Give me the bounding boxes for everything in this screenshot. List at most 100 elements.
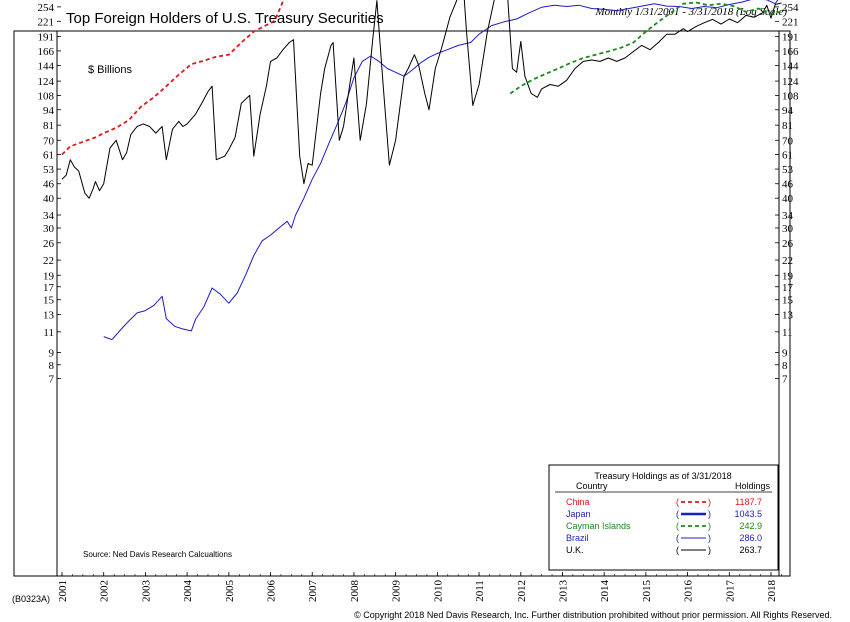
- y-tick-label-left: 81: [43, 120, 54, 132]
- x-tick-label: 2012: [516, 580, 528, 602]
- copyright-note: © Copyright 2018 Ned Davis Research, Inc…: [354, 610, 832, 620]
- legend-paren-close: ): [708, 521, 711, 531]
- y-tick-label-right: 17: [782, 282, 794, 294]
- y-tick-label-left: 9: [49, 348, 55, 360]
- y-tick-label-left: 40: [43, 193, 55, 205]
- legend-paren-open: (: [676, 509, 679, 519]
- y-tick-label-right: 61: [782, 150, 793, 162]
- x-tick-label: 2001: [57, 580, 69, 602]
- y-tick-label-right: 11: [782, 327, 793, 339]
- y-tick-label-left: 26: [43, 238, 55, 250]
- chart-title: Top Foreign Holders of U.S. Treasury Sec…: [66, 10, 384, 27]
- x-tick-label: 2018: [766, 580, 778, 603]
- source-note: Source: Ned Davis Research Calcualtions: [83, 550, 232, 559]
- legend-value-china: 1187.7: [735, 497, 762, 507]
- legend-paren-open: (: [676, 545, 679, 555]
- y-tick-label-right: 81: [782, 120, 793, 132]
- legend-value-japan: 1043.5: [734, 509, 762, 519]
- legend-paren-close: ): [708, 545, 711, 555]
- x-tick-label: 2010: [432, 580, 444, 603]
- y-tick-label-right: 108: [782, 90, 799, 102]
- x-tick-label: 2006: [266, 580, 278, 603]
- y-tick-label-left: 70: [43, 135, 55, 147]
- y-tick-label-right: 124: [782, 76, 799, 88]
- y-tick-label-right: 26: [782, 238, 794, 250]
- x-tick-label: 2003: [140, 580, 152, 603]
- y-tick-label-right: 191: [782, 31, 799, 43]
- x-tick-label: 2002: [99, 580, 111, 602]
- x-tick-label: 2016: [683, 580, 695, 603]
- y-tick-label-right: 30: [782, 223, 794, 235]
- y-tick-label-right: 221: [782, 16, 799, 28]
- x-tick-label: 2008: [349, 580, 361, 603]
- y-tick-label-left: 8: [49, 360, 55, 372]
- legend-col-holdings: Holdings: [735, 481, 771, 491]
- y-tick-label-right: 15: [782, 295, 794, 307]
- y-tick-label-left: 22: [43, 255, 54, 267]
- series-line-cayman-islands: [509, 1, 782, 95]
- y-tick-label-left: 19: [43, 270, 55, 282]
- y-tick-label-left: 124: [38, 76, 55, 88]
- y-tick-label-right: 8: [782, 360, 788, 372]
- y-tick-label-left: 94: [43, 105, 55, 117]
- units-label: $ Billions: [88, 64, 133, 76]
- y-tick-label-right: 144: [782, 61, 799, 73]
- y-tick-label-right: 70: [782, 135, 794, 147]
- x-tick-label: 2015: [641, 580, 653, 603]
- y-tick-label-left: 53: [43, 164, 55, 176]
- legend-label-china: China: [566, 497, 590, 507]
- legend-paren-open: (: [676, 497, 679, 507]
- x-tick-label: 2011: [474, 580, 486, 602]
- legend-col-country: Country: [576, 481, 608, 491]
- series-lines: [61, 0, 782, 341]
- series-line-brazil: [103, 0, 779, 341]
- legend-value-u-k-: 263.7: [739, 545, 762, 555]
- x-tick-label: 2009: [391, 580, 403, 603]
- y-tick-label-left: 34: [43, 210, 55, 222]
- y-tick-label-left: 17: [43, 282, 55, 294]
- x-tick-label: 2007: [307, 580, 319, 603]
- y-tick-label-left: 15: [43, 295, 55, 307]
- series-line-u-k-: [61, 0, 782, 199]
- y-tick-label-left: 166: [38, 46, 55, 58]
- legend-paren-close: ): [708, 509, 711, 519]
- chart-code: (B0323A): [12, 594, 50, 604]
- x-tick-label: 2017: [724, 580, 736, 603]
- y-tick-label-left: 221: [38, 16, 55, 28]
- y-tick-label-right: 7: [782, 374, 788, 386]
- legend-paren-open: (: [676, 533, 679, 543]
- legend-label-u-k-: U.K.: [566, 545, 584, 555]
- y-tick-label-right: 46: [782, 179, 794, 191]
- y-tick-label-left: 30: [43, 223, 55, 235]
- y-tick-label-left: 11: [43, 327, 54, 339]
- x-tick-label: 2013: [557, 580, 569, 603]
- x-tick-label: 2014: [599, 580, 611, 603]
- y-tick-label-right: 19: [782, 270, 794, 282]
- y-tick-label-right: 94: [782, 105, 794, 117]
- y-tick-label-right: 53: [782, 164, 794, 176]
- legend-label-brazil: Brazil: [566, 533, 589, 543]
- y-tick-label-right: 40: [782, 193, 794, 205]
- x-tick-label: 2005: [224, 580, 236, 603]
- y-tick-label-right: 22: [782, 255, 793, 267]
- x-axis: 2001 2002 2003 2004 2005 2006 2007 2008 2009 2010…: [57, 572, 782, 603]
- y-tick-label-right: 254: [782, 2, 799, 14]
- y-tick-label-left: 254: [38, 2, 55, 14]
- plot-frame: [56, 30, 780, 577]
- y-tick-label-left: 61: [43, 150, 54, 162]
- y-tick-label-right: 34: [782, 210, 794, 222]
- y-tick-label-right: 13: [782, 310, 794, 322]
- legend: Treasury Holdings as of 3/31/2018 Countr…: [548, 464, 779, 571]
- legend-box: [548, 464, 779, 571]
- legend-paren-close: ): [708, 533, 711, 543]
- y-tick-label-left: 108: [38, 90, 55, 102]
- legend-title: Treasury Holdings as of 3/31/2018: [594, 471, 731, 481]
- legend-rows: China () 1187.7 Japan () 1043.5 Cayman Islands…: [566, 497, 762, 555]
- y-tick-label-right: 9: [782, 348, 788, 360]
- y-tick-label-left: 144: [38, 61, 55, 73]
- legend-paren-open: (: [676, 521, 679, 531]
- x-tick-label: 2004: [182, 580, 194, 603]
- y-tick-label-right: 166: [782, 46, 799, 58]
- y-tick-label-left: 13: [43, 310, 55, 322]
